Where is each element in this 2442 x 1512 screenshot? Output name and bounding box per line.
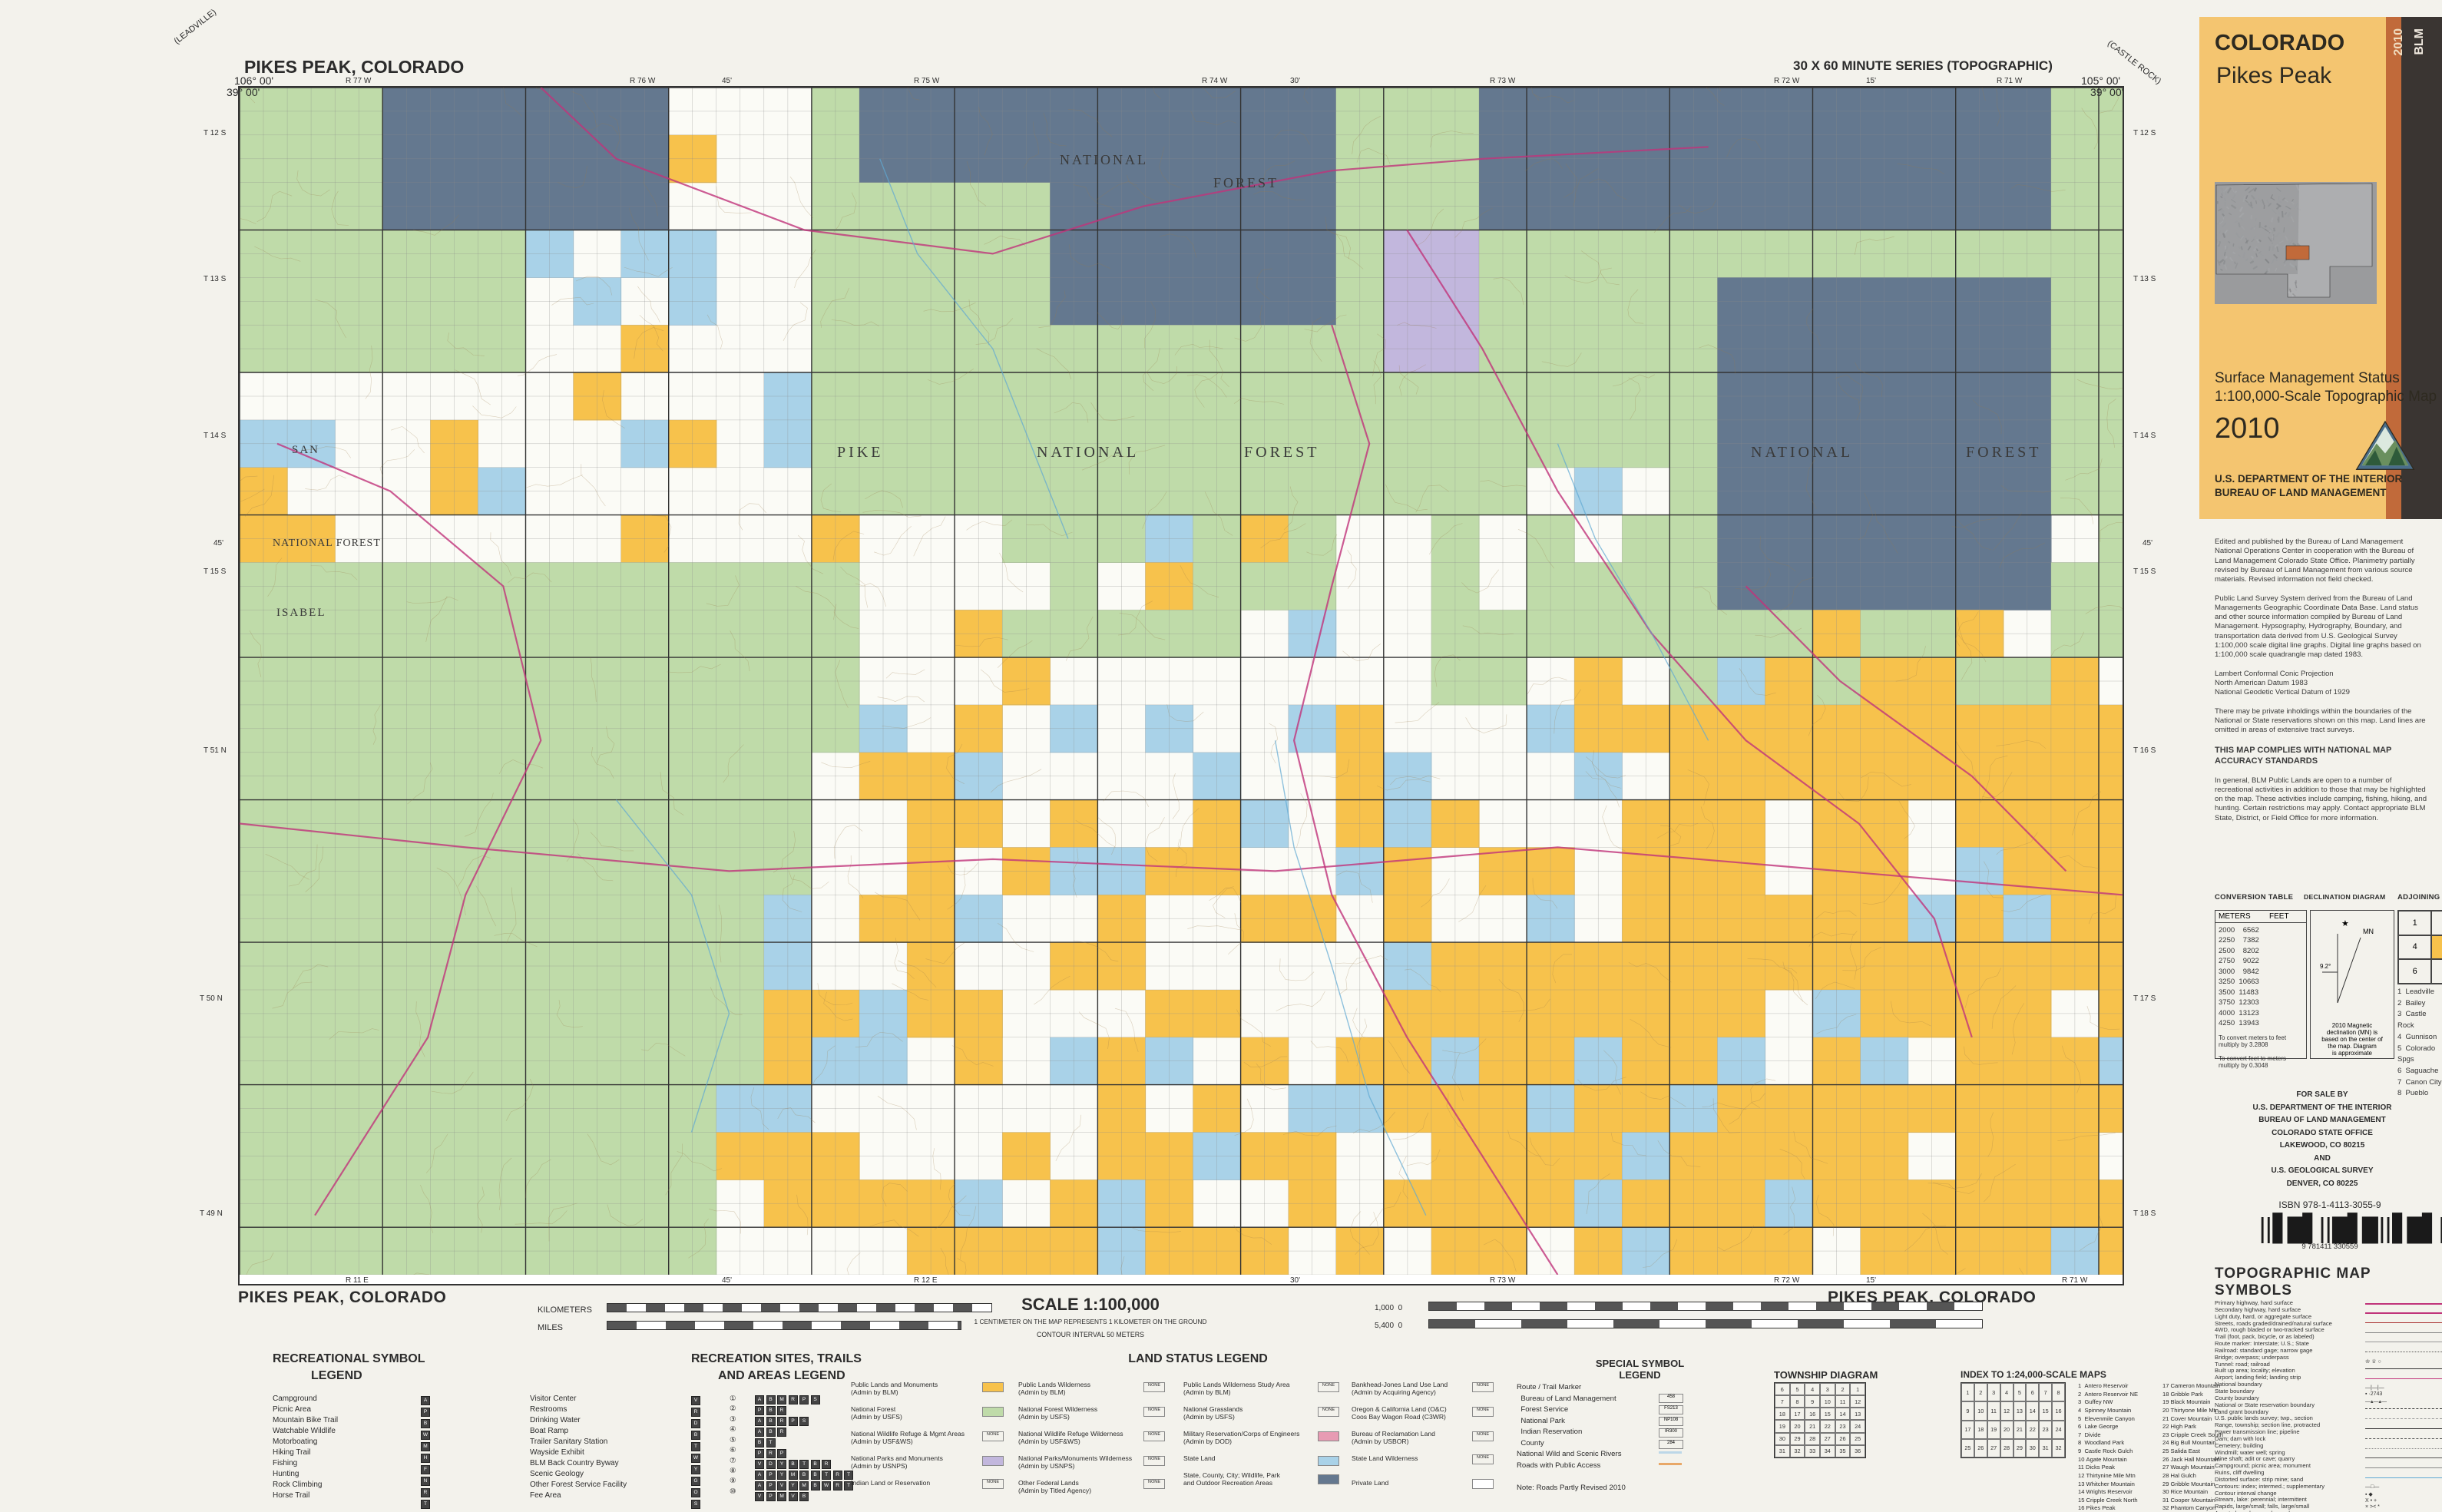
svg-text:MN: MN (2363, 928, 2374, 935)
svg-text:9.2°: 9.2° (2320, 963, 2331, 970)
svg-text:★: ★ (2341, 919, 2349, 928)
